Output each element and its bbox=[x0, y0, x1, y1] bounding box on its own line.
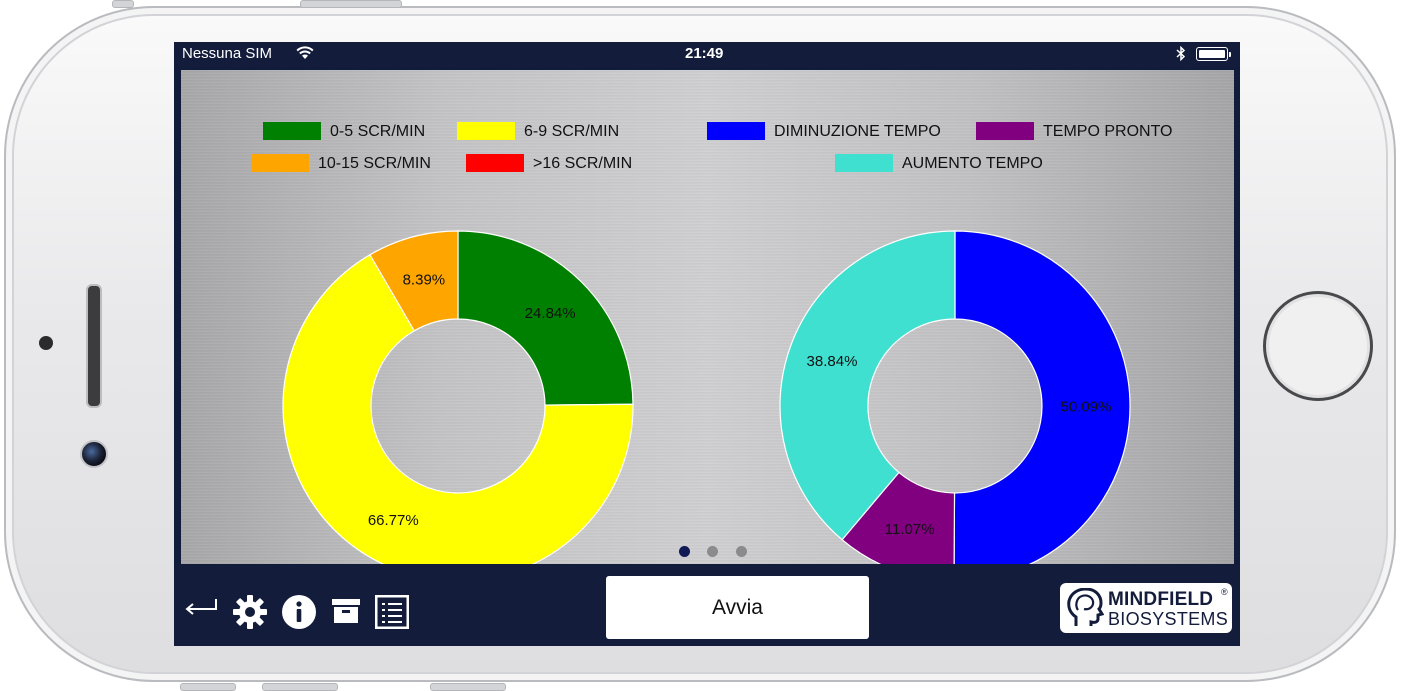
list-icon[interactable] bbox=[374, 594, 410, 630]
legend-label: DIMINUZIONE TEMPO bbox=[774, 123, 941, 140]
legend-swatch bbox=[835, 154, 893, 172]
legend-label: AUMENTO TEMPO bbox=[902, 155, 1043, 172]
carrier-label: Nessuna SIM bbox=[182, 45, 273, 62]
gear-icon[interactable] bbox=[232, 594, 268, 630]
mindfield-logo: MINDFIELD ® BIOSYSTEMS bbox=[1060, 583, 1232, 633]
screen: Nessuna SIM 21:49 0-5 SCR/MIN 6-9 SCR/MI… bbox=[174, 42, 1240, 646]
donut-slice[interactable] bbox=[369, 230, 459, 332]
donut-slice[interactable] bbox=[953, 230, 1131, 564]
volume-button bbox=[430, 683, 506, 691]
donut-slice[interactable] bbox=[282, 253, 634, 564]
bluetooth-icon bbox=[1176, 46, 1186, 61]
slice-label: 11.07% bbox=[885, 521, 935, 538]
donut-charts: 24.84% 66.77% 8.39% 50.09% 11.07% 38.84% bbox=[282, 230, 1131, 564]
legend-swatch bbox=[251, 154, 309, 172]
slice-label: 50.09% bbox=[1061, 398, 1112, 415]
speaker-grille bbox=[86, 284, 102, 408]
logo-text-line2: BIOSYSTEMS bbox=[1108, 609, 1229, 629]
volume-button bbox=[262, 683, 338, 691]
legend-swatch bbox=[457, 122, 515, 140]
slice-label: 24.84% bbox=[525, 305, 576, 322]
home-button[interactable] bbox=[1263, 291, 1373, 401]
status-bar: Nessuna SIM 21:49 bbox=[174, 42, 1240, 67]
status-time: 21:49 bbox=[685, 45, 724, 62]
front-camera bbox=[80, 440, 108, 468]
slice-label: 66.77% bbox=[368, 512, 419, 529]
legend-label: 10-15 SCR/MIN bbox=[318, 155, 431, 172]
info-icon[interactable] bbox=[281, 594, 317, 630]
legend-swatch bbox=[263, 122, 321, 140]
legend-swatch bbox=[466, 154, 524, 172]
page-dot[interactable] bbox=[736, 546, 747, 557]
start-button[interactable]: Avvia bbox=[606, 576, 869, 639]
page-dot[interactable] bbox=[707, 546, 718, 557]
slice-label: 8.39% bbox=[403, 272, 446, 289]
legend-swatch bbox=[976, 122, 1034, 140]
power-button bbox=[300, 0, 402, 8]
head-logo-icon bbox=[1067, 588, 1104, 626]
volume-button bbox=[180, 683, 236, 691]
donut-slice[interactable] bbox=[457, 230, 634, 406]
archive-icon[interactable] bbox=[331, 596, 361, 626]
battery-icon bbox=[1196, 47, 1231, 61]
page-dot[interactable] bbox=[679, 546, 690, 557]
silent-switch bbox=[112, 0, 134, 8]
back-icon[interactable] bbox=[184, 597, 218, 615]
legend-label: 0-5 SCR/MIN bbox=[330, 123, 426, 140]
slice-label: 38.84% bbox=[807, 353, 858, 370]
donut-slice[interactable] bbox=[779, 230, 956, 541]
legend-label: TEMPO PRONTO bbox=[1043, 123, 1173, 140]
logo-text-line1: MINDFIELD bbox=[1108, 589, 1214, 610]
logo-registered-mark: ® bbox=[1221, 587, 1228, 597]
wifi-icon bbox=[296, 46, 314, 59]
bottom-toolbar: Avvia MINDFIELD ® BIOSYSTEMS bbox=[174, 565, 1240, 646]
legend-swatch bbox=[707, 122, 765, 140]
charts-panel[interactable]: 0-5 SCR/MIN 6-9 SCR/MIN 10-15 SCR/MIN >1… bbox=[181, 70, 1234, 564]
proximity-sensor bbox=[39, 336, 53, 350]
legend-label: 6-9 SCR/MIN bbox=[524, 123, 620, 140]
legend-label: >16 SCR/MIN bbox=[533, 155, 633, 172]
